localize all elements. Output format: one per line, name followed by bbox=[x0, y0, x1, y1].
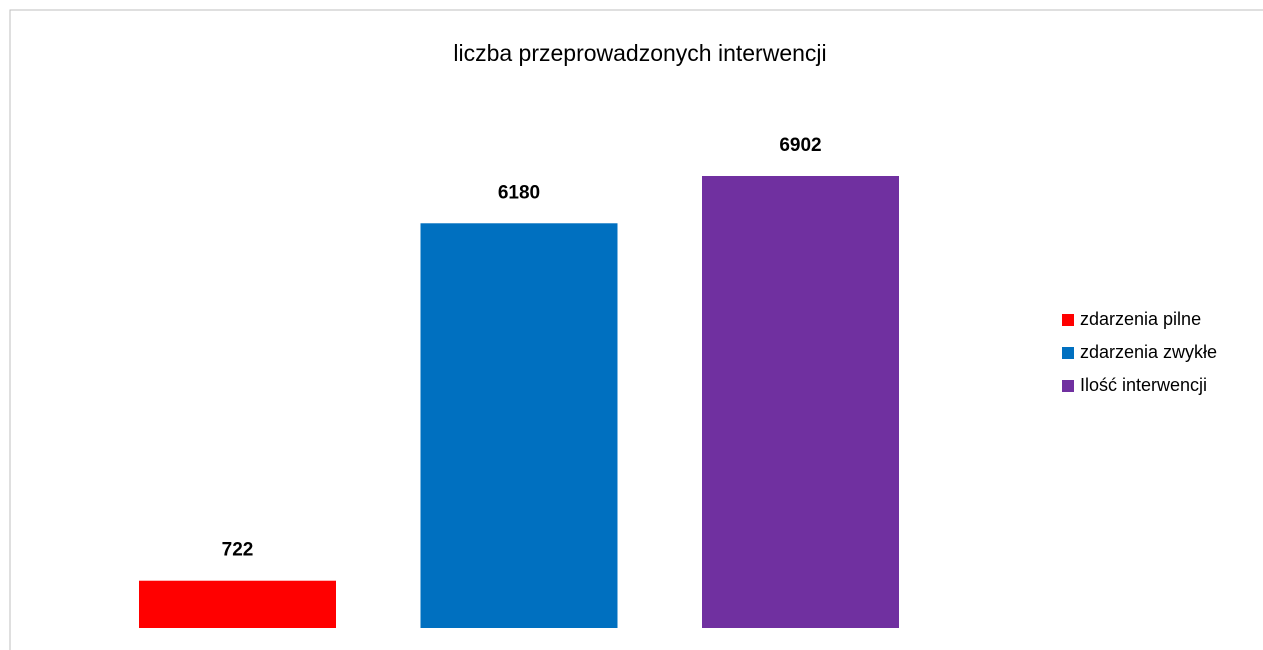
data-label: 6180 bbox=[498, 182, 540, 203]
legend-swatch bbox=[1062, 380, 1074, 392]
legend-label: Ilość interwencji bbox=[1080, 375, 1207, 395]
data-label: 722 bbox=[222, 540, 254, 561]
legend-swatch bbox=[1062, 347, 1074, 359]
chart-title: liczba przeprowadzonych interwencji bbox=[453, 40, 826, 66]
bar bbox=[420, 223, 618, 628]
bar bbox=[139, 580, 336, 628]
bar bbox=[702, 176, 899, 628]
data-label: 6902 bbox=[779, 135, 821, 156]
legend-label: zdarzenia pilne bbox=[1080, 309, 1201, 329]
chart-border bbox=[9, 9, 1263, 650]
legend-swatch bbox=[1062, 314, 1074, 326]
legend-label: zdarzenia zwykłe bbox=[1080, 342, 1217, 362]
